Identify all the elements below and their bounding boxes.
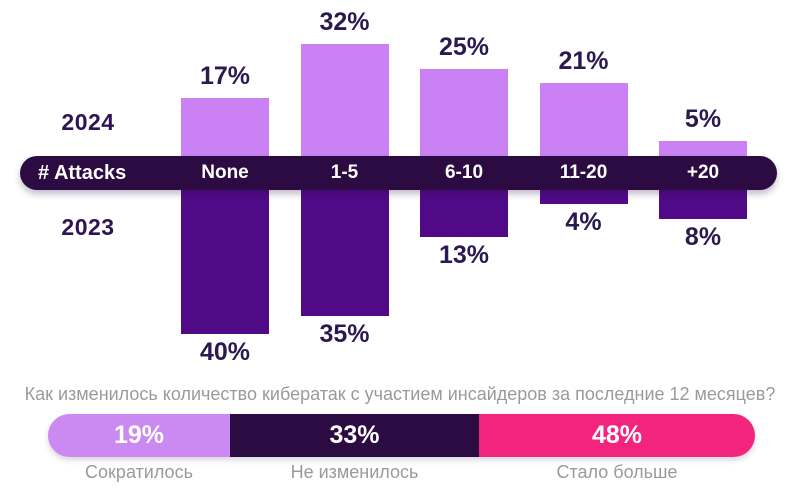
survey-segment-label-1: Сократилось — [85, 462, 193, 482]
bar-2024-6-10 — [420, 69, 508, 165]
series-label-2023: 2023 — [61, 214, 115, 240]
survey-segment-label-2: Не изменилось — [290, 462, 419, 482]
survey-segment-label-3: Стало больше — [556, 462, 678, 482]
survey-segment-1: 19% — [48, 414, 230, 457]
bar-2024-None — [181, 97, 269, 165]
value-label-2023-+20: 8% — [684, 222, 722, 251]
bar-2023-1-5 — [300, 185, 389, 316]
value-label-2023-11-20: 4% — [565, 208, 602, 237]
survey-question: Как изменилось количество кибератак с уч… — [24, 384, 776, 404]
value-label-2024-11-20: 21% — [558, 47, 609, 76]
bar-2024-1-5 — [300, 43, 389, 165]
category-label-11-20: 11-20 — [559, 162, 608, 183]
value-label-2023-6-10: 13% — [438, 240, 490, 269]
value-label-2024-None: 17% — [199, 61, 251, 90]
value-label-2024-1-5: 32% — [319, 7, 370, 36]
survey-segment-3: 48% — [479, 414, 755, 457]
axis-title: # Attacks — [38, 162, 127, 184]
value-label-2024-6-10: 25% — [438, 33, 490, 61]
bar-2023-6-10 — [420, 185, 508, 237]
category-label-1-5: 1-5 — [330, 162, 359, 183]
category-label-6-10: 6-10 — [444, 162, 484, 183]
bar-2023-None — [181, 185, 269, 334]
survey-segment-labels: Сократилось Не изменилось Стало больше — [48, 462, 755, 483]
series-label-2024: 2024 — [61, 109, 115, 135]
survey-segment-2: 33% — [230, 414, 479, 457]
bar-2024-11-20 — [539, 83, 628, 165]
value-label-2023-1-5: 35% — [319, 320, 370, 348]
category-axis-pill: # Attacks None 1-5 6-10 11-20 +20 — [20, 156, 777, 190]
value-label-2023-None: 40% — [199, 338, 251, 366]
survey-stacked-bar: 19% 33% 48% — [48, 414, 755, 457]
category-label-None: None — [201, 162, 249, 183]
category-label-+20: +20 — [686, 162, 720, 183]
value-label-2024-+20: 5% — [684, 105, 722, 133]
bar-2023-+20 — [659, 185, 747, 219]
